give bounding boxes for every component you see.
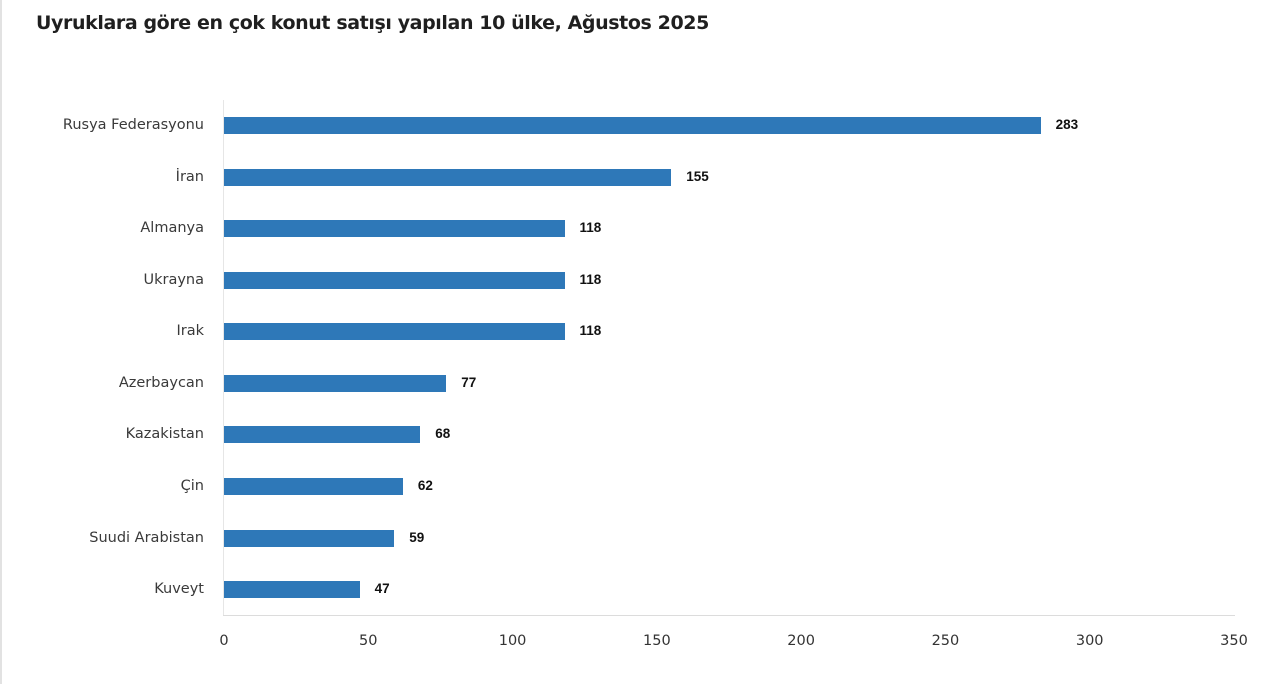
x-tick-label: 250 (931, 633, 960, 649)
bar (224, 323, 565, 340)
bar-row: Almanya 118 (0, 218, 1280, 238)
bar (224, 220, 565, 237)
bar-row: Kuveyt 47 (0, 579, 1280, 599)
x-tick-label: 0 (219, 633, 229, 649)
category-label: Kazakistan (125, 426, 204, 442)
value-label: 59 (409, 529, 425, 545)
value-label: 155 (686, 168, 709, 184)
bar-row: Rusya Federasyonu 283 (0, 115, 1280, 135)
bar (224, 478, 403, 495)
category-label: İran (175, 168, 204, 185)
x-tick-label: 200 (787, 633, 815, 649)
bar (224, 168, 672, 186)
bar-row: Kazakistan 68 (0, 424, 1280, 444)
left-border (0, 0, 2, 684)
bar (224, 374, 447, 392)
bar (224, 426, 421, 443)
bar (224, 581, 360, 598)
chart-title: Uyruklara göre en çok konut satışı yapıl… (36, 12, 709, 34)
category-label: Irak (176, 323, 204, 339)
category-label: Suudi Arabistan (89, 529, 204, 546)
category-label: Kuveyt (154, 581, 204, 597)
x-tick-label: 300 (1075, 633, 1104, 649)
category-label: Çin (180, 478, 204, 494)
x-tick-label: 100 (498, 633, 527, 649)
category-label: Ukrayna (143, 271, 204, 288)
value-label: 283 (1055, 117, 1079, 132)
category-label: Rusya Federasyonu (62, 117, 204, 133)
x-tick-label: 50 (359, 633, 378, 649)
bar-row: Irak 118 (0, 321, 1280, 341)
value-label: 77 (461, 374, 477, 390)
bar (224, 271, 565, 289)
x-tick-label: 150 (643, 633, 671, 649)
bar (224, 117, 1041, 134)
category-label: Azerbaycan (118, 374, 204, 391)
bar-row: Azerbaycan 77 (0, 373, 1280, 393)
value-label: 118 (579, 271, 602, 287)
value-label: 62 (417, 478, 433, 493)
bar-row: Suudi Arabistan 59 (0, 528, 1280, 548)
value-label: 68 (435, 426, 451, 441)
value-label: 47 (374, 581, 390, 596)
value-label: 118 (579, 323, 602, 338)
x-axis-line (223, 615, 1235, 616)
value-label: 118 (579, 220, 602, 235)
x-tick-label: 350 (1220, 633, 1248, 649)
bar (224, 529, 395, 547)
category-label: Almanya (140, 220, 204, 236)
bar-row: Çin 62 (0, 476, 1280, 496)
y-axis-line (223, 100, 224, 615)
bar-row: Ukrayna 118 (0, 270, 1280, 290)
bar-row: İran 155 (0, 167, 1280, 187)
